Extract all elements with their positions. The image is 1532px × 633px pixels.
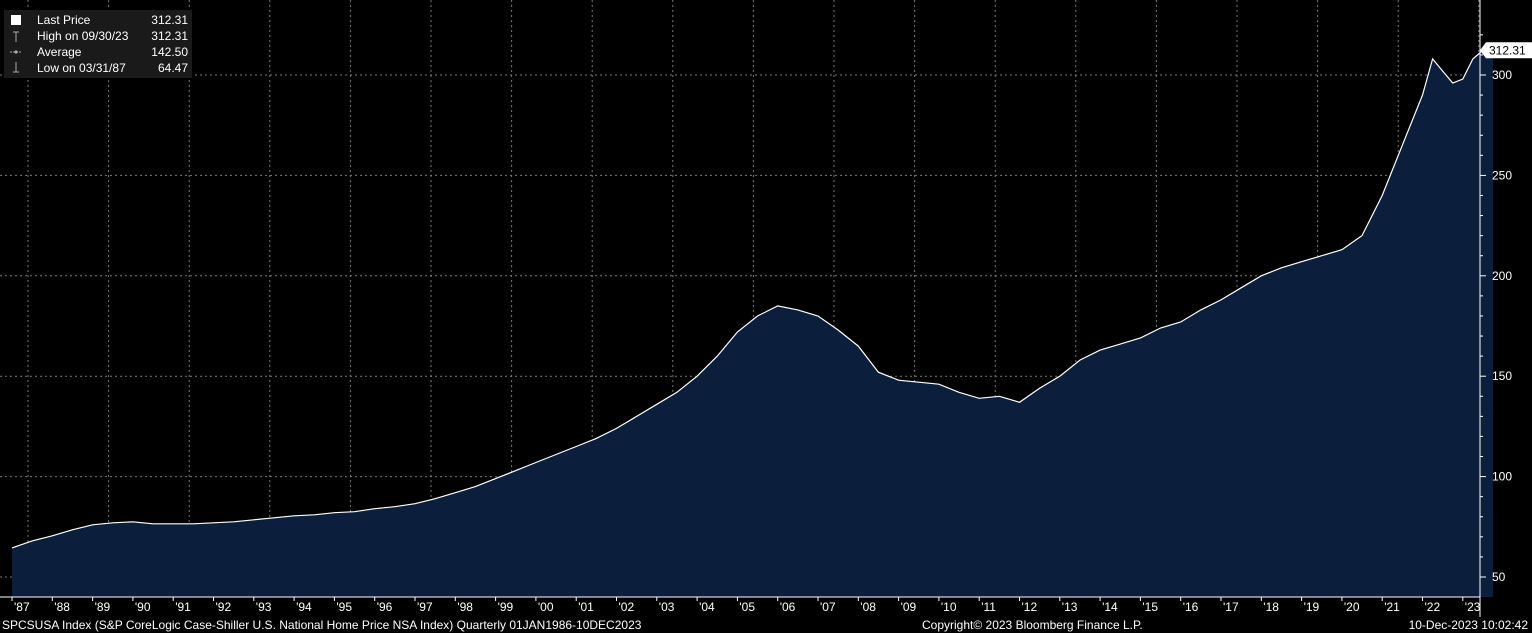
low-marker-icon: [13, 62, 19, 73]
last-price-tag-bg: [1480, 42, 1532, 59]
legend-value: 64.47: [157, 61, 188, 75]
footer-timestamp: 10-Dec-2023 10:02:42: [1408, 618, 1528, 632]
x-tick-label: '10: [941, 600, 957, 614]
x-tick-label: '11: [981, 600, 996, 614]
x-tick-label: '21: [1384, 600, 1400, 614]
x-tick-label: '05: [739, 600, 755, 614]
x-tick-label: '20: [1344, 600, 1360, 614]
x-tick-label: '23: [1465, 600, 1481, 614]
x-tick-label: '00: [538, 600, 554, 614]
x-tick-label: '02: [619, 600, 635, 614]
white-square-icon: [11, 15, 21, 25]
y-tick-label: 200: [1492, 269, 1512, 283]
x-tick-label: '12: [1022, 600, 1038, 614]
legend-value: 312.31: [151, 13, 188, 27]
y-tick-label: 50: [1492, 570, 1506, 584]
footer-ticker: SPCSUSA Index (S&P CoreLogic Case-Shille…: [2, 618, 642, 632]
high-marker-icon: [13, 31, 19, 42]
legend-label: Average: [37, 45, 82, 59]
x-tick-label: '93: [256, 600, 272, 614]
last-price-tag-label: 312.31: [1489, 43, 1526, 57]
legend-item-low: Low on 03/31/87 64.47: [4, 60, 192, 76]
x-tick-label: '04: [699, 600, 715, 614]
y-axis: 50 100 150 200 250 300: [1479, 0, 1512, 617]
last-price-tag: 312.31: [1480, 42, 1532, 59]
x-tick-label: '90: [135, 600, 151, 614]
series-area: [12, 50, 1493, 598]
y-tick-label: 100: [1492, 470, 1512, 484]
x-tick-label: '92: [216, 600, 232, 614]
x-tick-label: '01: [578, 600, 594, 614]
x-tick-label: '91: [175, 600, 191, 614]
x-tick-label: '22: [1425, 600, 1441, 614]
x-tick-label: '13: [1062, 600, 1078, 614]
legend-label: Last Price: [37, 13, 91, 27]
x-tick-label: '97: [417, 600, 433, 614]
legend-label: Low on 03/31/87: [37, 61, 126, 75]
y-tick-label: 300: [1492, 68, 1512, 82]
y-tick-label: 250: [1492, 168, 1512, 182]
x-tick-label: '96: [377, 600, 393, 614]
legend-value: 312.31: [151, 29, 188, 43]
x-tick-label: '16: [1183, 600, 1199, 614]
x-tick-label: '88: [54, 600, 70, 614]
legend-value: 142.50: [151, 45, 188, 59]
x-tick-label: '14: [1102, 600, 1118, 614]
x-tick-label: '94: [296, 600, 312, 614]
x-tick-label: '19: [1304, 600, 1320, 614]
x-axis: '87 '88 '89 '90 '91 '92 '93 '94 '95 '96 '97 '98 '99 '…: [0, 596, 1481, 614]
x-tick-label: '89: [95, 600, 111, 614]
legend-label: High on 09/30/23: [37, 29, 129, 43]
series-line: [11, 49, 1493, 549]
x-tick-label: '87: [14, 600, 30, 614]
x-tick-label: '03: [659, 600, 675, 614]
y-tick-label: 150: [1492, 369, 1512, 383]
x-tick-label: '06: [780, 600, 796, 614]
footer-copyright: Copyright© 2023 Bloomberg Finance L.P.: [922, 618, 1143, 632]
x-tick-label: '15: [1142, 600, 1158, 614]
legend-box: Last Price 312.31 High on 09/30/23 312.3…: [4, 10, 192, 78]
x-tick-label: '98: [457, 600, 473, 614]
x-tick-label: '07: [820, 600, 836, 614]
x-tick-label: '09: [901, 600, 917, 614]
x-tick-label: '95: [336, 600, 352, 614]
x-tick-label: '17: [1223, 600, 1239, 614]
x-tick-label: '18: [1263, 600, 1279, 614]
legend-item-last-price: Last Price 312.31: [4, 12, 192, 28]
average-marker-icon: [10, 50, 22, 54]
x-tick-label: '99: [498, 600, 514, 614]
legend-item-high: High on 09/30/23 312.31: [4, 28, 192, 44]
legend-item-average: Average 142.50: [4, 44, 192, 60]
x-tick-label: '08: [860, 600, 876, 614]
footer-bar: SPCSUSA Index (S&P CoreLogic Case-Shille…: [0, 617, 1532, 633]
